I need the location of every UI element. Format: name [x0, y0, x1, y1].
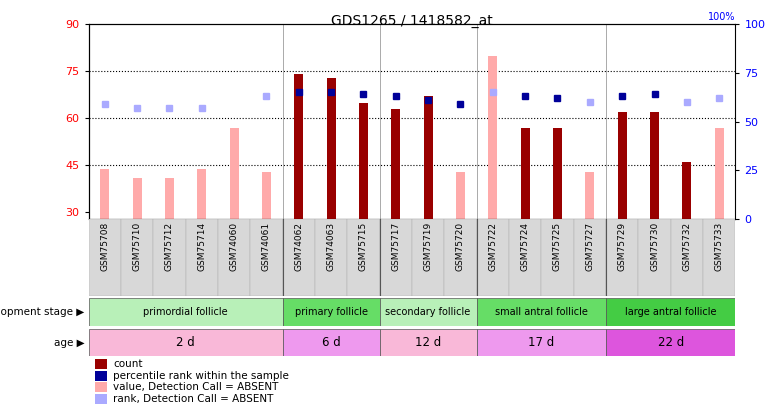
- Text: small antral follicle: small antral follicle: [495, 307, 588, 317]
- Text: 17 d: 17 d: [528, 336, 554, 349]
- Bar: [424, 96, 433, 219]
- Text: GSM74063: GSM74063: [326, 222, 336, 271]
- Bar: [553, 128, 562, 219]
- Text: GSM75712: GSM75712: [165, 222, 174, 271]
- Bar: [412, 219, 444, 296]
- Bar: [283, 219, 315, 296]
- Bar: [250, 219, 283, 296]
- Bar: [606, 298, 735, 326]
- Text: GSM75733: GSM75733: [715, 222, 724, 271]
- Bar: [671, 219, 703, 296]
- Text: development stage ▶: development stage ▶: [0, 307, 85, 317]
- Text: 6 d: 6 d: [322, 336, 340, 349]
- Text: rank, Detection Call = ABSENT: rank, Detection Call = ABSENT: [113, 394, 273, 404]
- Bar: [186, 219, 218, 296]
- Bar: [585, 172, 594, 219]
- Text: GSM75722: GSM75722: [488, 222, 497, 271]
- Bar: [703, 219, 735, 296]
- Text: percentile rank within the sample: percentile rank within the sample: [113, 371, 289, 381]
- Bar: [89, 329, 283, 356]
- Bar: [380, 298, 477, 326]
- Text: GSM74062: GSM74062: [294, 222, 303, 271]
- Text: 100%: 100%: [708, 13, 735, 22]
- Text: GSM75708: GSM75708: [100, 222, 109, 271]
- Bar: [283, 329, 380, 356]
- Bar: [618, 112, 627, 219]
- Text: GSM75727: GSM75727: [585, 222, 594, 271]
- Bar: [509, 219, 541, 296]
- Text: GSM75717: GSM75717: [391, 222, 400, 271]
- Bar: [262, 172, 271, 219]
- Text: GSM75720: GSM75720: [456, 222, 465, 271]
- Text: GSM75724: GSM75724: [521, 222, 530, 271]
- Bar: [606, 219, 638, 296]
- Bar: [347, 219, 380, 296]
- Bar: [218, 219, 250, 296]
- Text: GSM74060: GSM74060: [229, 222, 239, 271]
- Text: age ▶: age ▶: [54, 338, 85, 347]
- Bar: [650, 112, 659, 219]
- Bar: [165, 178, 174, 219]
- Text: GSM75729: GSM75729: [618, 222, 627, 271]
- Bar: [326, 78, 336, 219]
- Bar: [477, 219, 509, 296]
- Text: GSM75710: GSM75710: [132, 222, 142, 271]
- Bar: [541, 219, 574, 296]
- Bar: [294, 75, 303, 219]
- Text: large antral follicle: large antral follicle: [625, 307, 716, 317]
- Bar: [95, 371, 107, 381]
- Bar: [638, 219, 671, 296]
- Bar: [229, 128, 239, 219]
- Bar: [477, 329, 606, 356]
- Bar: [574, 219, 606, 296]
- Bar: [682, 162, 691, 219]
- Text: count: count: [113, 359, 142, 369]
- Text: 2 d: 2 d: [176, 336, 195, 349]
- Bar: [89, 298, 283, 326]
- Text: secondary follicle: secondary follicle: [386, 307, 470, 317]
- Bar: [359, 103, 368, 219]
- Bar: [606, 329, 735, 356]
- Bar: [121, 219, 153, 296]
- Bar: [391, 109, 400, 219]
- Text: GSM75725: GSM75725: [553, 222, 562, 271]
- Text: primary follicle: primary follicle: [295, 307, 367, 317]
- Text: GSM75715: GSM75715: [359, 222, 368, 271]
- Text: primordial follicle: primordial follicle: [143, 307, 228, 317]
- Text: GSM75730: GSM75730: [650, 222, 659, 271]
- Bar: [715, 128, 724, 219]
- Bar: [488, 55, 497, 219]
- Text: GSM74061: GSM74061: [262, 222, 271, 271]
- Text: GSM75732: GSM75732: [682, 222, 691, 271]
- Bar: [95, 394, 107, 404]
- Bar: [95, 359, 107, 369]
- Text: GSM75714: GSM75714: [197, 222, 206, 271]
- Text: GDS1265 / 1418582_at: GDS1265 / 1418582_at: [331, 14, 493, 28]
- Bar: [89, 219, 121, 296]
- Bar: [100, 168, 109, 219]
- Bar: [95, 382, 107, 392]
- Text: 12 d: 12 d: [415, 336, 441, 349]
- Bar: [456, 172, 465, 219]
- Text: 22 d: 22 d: [658, 336, 684, 349]
- Bar: [521, 128, 530, 219]
- Bar: [477, 298, 606, 326]
- Text: value, Detection Call = ABSENT: value, Detection Call = ABSENT: [113, 382, 279, 392]
- Bar: [380, 219, 412, 296]
- Bar: [380, 329, 477, 356]
- Text: GSM75719: GSM75719: [424, 222, 433, 271]
- Bar: [315, 219, 347, 296]
- Bar: [132, 178, 142, 219]
- Bar: [153, 219, 186, 296]
- Bar: [283, 298, 380, 326]
- Bar: [444, 219, 477, 296]
- Bar: [197, 168, 206, 219]
